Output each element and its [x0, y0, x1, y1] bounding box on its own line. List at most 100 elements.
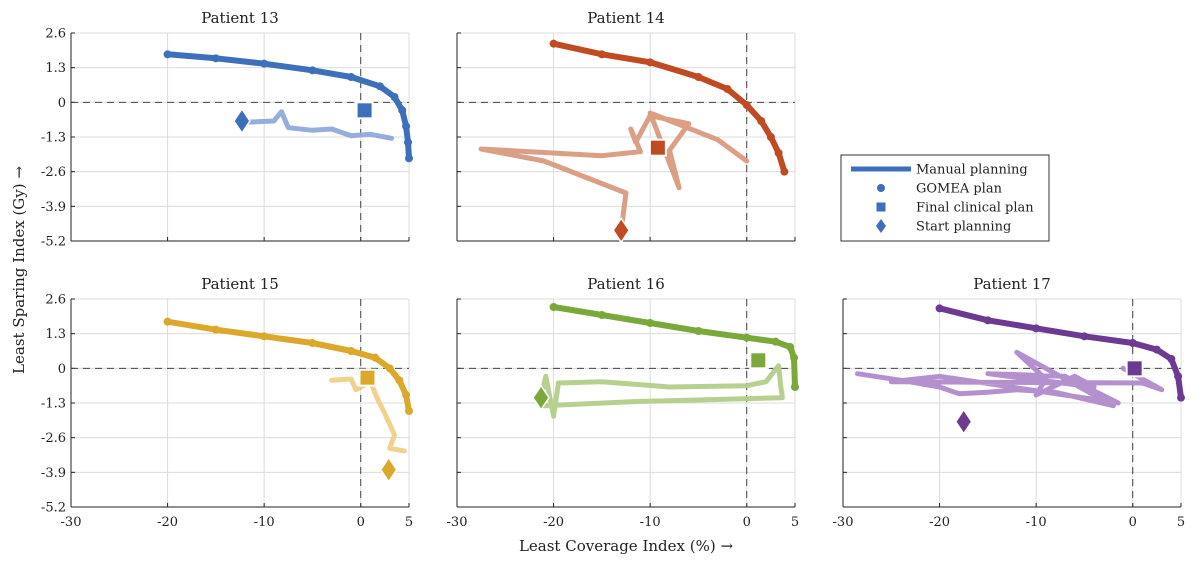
- panel-title: Patient 17: [973, 275, 1051, 293]
- gomea-plan-point: [376, 82, 385, 91]
- gomea-plan-point: [308, 339, 317, 347]
- gomea-plan-point: [1152, 345, 1161, 354]
- gomea-plan-point: [646, 58, 655, 67]
- manual-planning-series: [242, 109, 395, 141]
- x-tick-label: -20: [157, 515, 178, 530]
- y-tick-label: 1.3: [45, 327, 66, 342]
- gomea-plan-series: [550, 40, 788, 175]
- gomea-plan-point: [347, 73, 356, 81]
- legend-entry-label: GOMEA plan: [916, 182, 1003, 197]
- final-clinical-plan-marker: [355, 101, 374, 120]
- start-planning-marker: [233, 107, 251, 135]
- gomea-plan-series: [550, 304, 798, 390]
- gomea-plan-point: [694, 73, 703, 81]
- gomea-plan-point: [211, 325, 220, 334]
- gomea-plan-series: [164, 318, 412, 414]
- gomea-plan-point: [385, 364, 394, 373]
- gomea-plan-point: [347, 347, 356, 355]
- gomea-plan-point: [398, 106, 407, 115]
- start-planning-marker: [954, 408, 973, 436]
- gomea-plan-point: [780, 167, 789, 176]
- x-tick-label: 0: [1129, 515, 1137, 530]
- gomea-plan-point: [405, 407, 413, 415]
- manual-planning-series: [855, 349, 1165, 409]
- gomea-plan-point: [790, 353, 799, 362]
- gomea-plan-point: [935, 304, 944, 313]
- legend-swatch-square: [876, 202, 886, 212]
- gomea-plan-point: [791, 383, 799, 391]
- gomea-plan-point: [163, 50, 172, 59]
- y-tick-label: -3.9: [41, 200, 66, 215]
- gomea-plan-point: [786, 343, 795, 351]
- panel-title: Patient 16: [587, 275, 665, 293]
- manual-planning-series: [478, 110, 750, 233]
- x-tick-label: -10: [254, 515, 275, 530]
- legend-entry-label: Start planning: [916, 220, 1011, 235]
- gomea-plan-point: [646, 319, 655, 327]
- x-tick-label: 0: [743, 515, 751, 530]
- gomea-plan-point: [308, 66, 317, 75]
- y-tick-label: -1.3: [41, 131, 66, 146]
- x-tick-label: 5: [405, 515, 413, 530]
- y-axis-label: Least Sparing Index (Gy) →: [10, 166, 28, 374]
- gomea-plan-point: [1032, 324, 1041, 333]
- gomea-plan-point: [549, 39, 558, 48]
- start-planning-marker: [379, 456, 398, 484]
- y-tick-label: -2.6: [41, 431, 66, 446]
- y-tick-label: 0: [58, 362, 66, 377]
- y-tick-label: -5.2: [41, 235, 66, 250]
- y-tick-label: 1.3: [45, 61, 66, 76]
- y-tick-label: 2.6: [45, 293, 66, 308]
- gomea-plan-point: [742, 101, 751, 109]
- manual-planning-series: [538, 363, 785, 419]
- y-tick-label: -2.6: [41, 165, 66, 180]
- gomea-plan-point: [723, 85, 732, 93]
- panel-title: Patient 14: [587, 9, 665, 27]
- y-tick-label: 0: [58, 96, 66, 111]
- gomea-plan-point: [260, 332, 269, 341]
- gomea-plan-point: [549, 303, 558, 311]
- x-tick-label: -10: [1026, 515, 1047, 530]
- legend-entry-label: Final clinical plan: [916, 201, 1034, 216]
- x-tick-label: 5: [791, 515, 799, 530]
- gomea-plan-point: [404, 138, 413, 147]
- gomea-plan-point: [395, 376, 404, 385]
- gomea-plan-point: [402, 122, 411, 131]
- gomea-plan-point: [1177, 393, 1185, 402]
- x-tick-label: -30: [61, 515, 82, 530]
- gomea-plan-point: [766, 133, 775, 141]
- gomea-plan-point: [597, 311, 606, 319]
- y-tick-label: 2.6: [45, 27, 66, 42]
- y-tick-label: -5.2: [41, 501, 66, 516]
- legend-swatch-dot: [877, 184, 885, 192]
- panel-title: Patient 13: [201, 9, 279, 27]
- x-tick-label: -10: [640, 515, 661, 530]
- gomea-plan-point: [390, 93, 399, 101]
- y-tick-label: -1.3: [41, 397, 66, 412]
- gomea-plan-point: [983, 316, 992, 325]
- gomea-plan-point: [742, 333, 751, 342]
- legend-swatch-diamond: [876, 219, 886, 233]
- gomea-plan-point: [211, 54, 220, 63]
- gomea-plan-point: [1080, 332, 1089, 341]
- x-tick-label: -20: [929, 515, 950, 530]
- gomea-plan-point: [405, 154, 413, 163]
- gomea-plan-point: [757, 117, 766, 125]
- final-clinical-plan-marker: [749, 351, 768, 370]
- x-tick-label: -30: [447, 515, 468, 530]
- legend-entry-label: Manual planning: [916, 163, 1028, 178]
- gomea-plan-point: [694, 327, 703, 335]
- gomea-plan-point: [163, 317, 172, 326]
- gomea-plan-point: [774, 149, 783, 157]
- final-clinical-plan-marker: [1125, 359, 1144, 378]
- gomea-plan-point: [402, 391, 411, 399]
- x-tick-label: 5: [1177, 515, 1185, 530]
- manual-planning-series: [329, 376, 407, 454]
- y-tick-label: -3.9: [41, 466, 66, 481]
- gomea-plan-point: [371, 353, 380, 362]
- gomea-plan-point: [1167, 355, 1176, 363]
- x-axis-label: Least Coverage Index (%) →: [519, 537, 734, 555]
- final-clinical-plan-marker: [358, 368, 377, 387]
- gomea-plan-point: [597, 50, 606, 59]
